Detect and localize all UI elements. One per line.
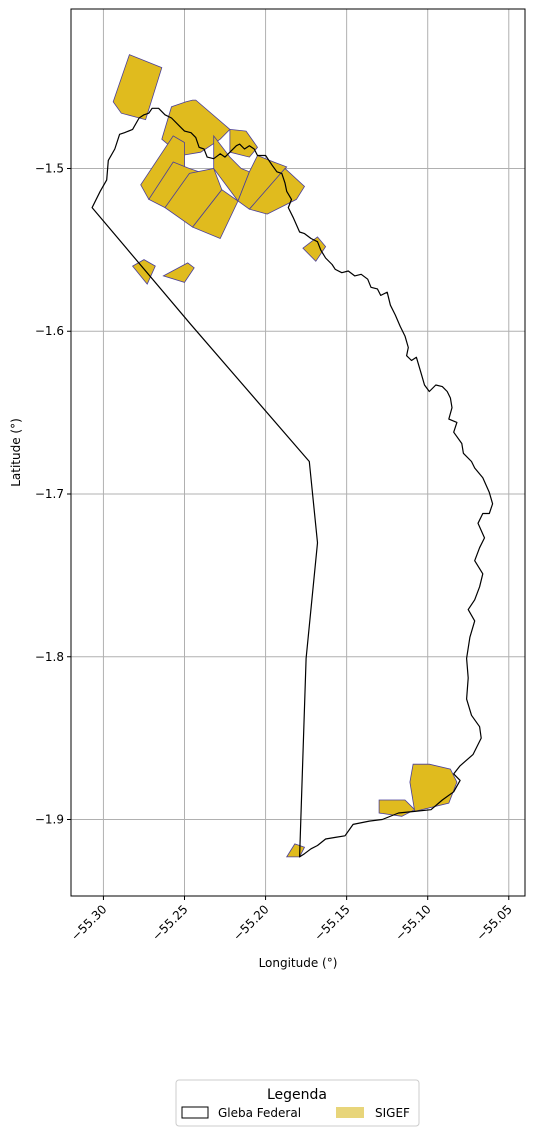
- y-axis-ticks: −1.5 −1.6 −1.7 −1.8 −1.9: [35, 161, 71, 827]
- x-tick-label: −55.15: [311, 902, 352, 943]
- legend-swatch-sigef: [336, 1107, 364, 1118]
- sigef-parcel: [162, 262, 195, 283]
- x-axis-title: Longitude (°): [259, 956, 338, 970]
- y-axis-title: Latitude (°): [9, 418, 23, 487]
- x-tick-label: −55.10: [393, 902, 434, 943]
- sigef-layer: [112, 54, 458, 858]
- legend: Legenda Gleba Federal SIGEF: [175, 1079, 420, 1127]
- y-tick-label: −1.8: [35, 650, 64, 664]
- gleba-federal-boundary: [91, 107, 494, 858]
- y-tick-label: −1.6: [35, 324, 64, 338]
- x-tick-label: −55.20: [230, 902, 271, 943]
- legend-title: Legenda: [267, 1087, 327, 1103]
- legend-label-sigef: SIGEF: [375, 1106, 410, 1120]
- x-axis-ticks: −55.30 −55.25 −55.20 −55.15 −55.10 −55.05: [68, 896, 515, 944]
- map-frame: [70, 8, 526, 897]
- sigef-parcel: [140, 135, 185, 201]
- legend-label-gleba: Gleba Federal: [218, 1106, 301, 1120]
- x-tick-label: −55.30: [68, 902, 109, 943]
- y-tick-label: −1.9: [35, 813, 64, 827]
- sigef-parcel: [112, 54, 163, 121]
- sigef-parcel: [248, 167, 306, 215]
- sigef-parcel: [164, 168, 223, 228]
- legend-swatch-gleba: [181, 1106, 209, 1119]
- x-tick-label: −55.05: [474, 902, 515, 943]
- y-tick-label: −1.5: [35, 161, 64, 175]
- y-tick-label: −1.7: [35, 487, 64, 501]
- sigef-parcel: [409, 763, 458, 812]
- sigef-parcel: [148, 161, 200, 209]
- grid-lines: [71, 9, 525, 896]
- x-tick-label: −55.25: [149, 902, 190, 943]
- sigef-parcel: [229, 128, 259, 158]
- sigef-parcel: [302, 236, 327, 262]
- sigef-parcel: [131, 259, 156, 285]
- gleba-federal-layer: [91, 107, 494, 858]
